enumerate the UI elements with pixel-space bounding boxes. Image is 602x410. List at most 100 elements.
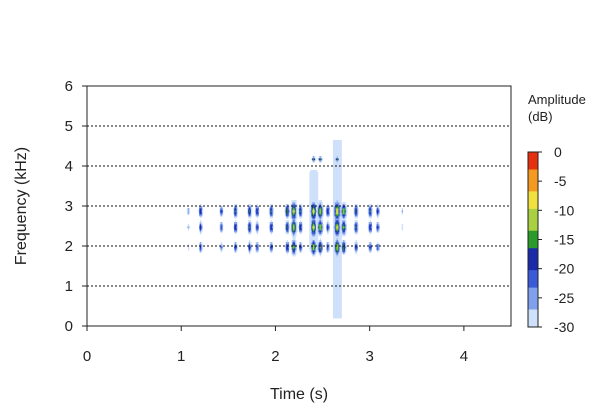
heat-cell: [316, 192, 319, 195]
heat-cell: [233, 242, 236, 245]
heat-cell: [257, 206, 259, 209]
heat-cell: [319, 222, 322, 225]
heat-cell: [333, 300, 336, 303]
heat-cell: [338, 246, 340, 249]
heat-cell: [315, 214, 317, 217]
heat-cell: [356, 208, 358, 211]
heat-cell: [370, 250, 372, 253]
heat-cell: [335, 258, 338, 261]
heat-cell: [355, 242, 357, 245]
heat-cell: [338, 278, 340, 281]
heat-cell: [355, 210, 357, 213]
heat-cell: [310, 220, 312, 223]
heat-cell: [257, 246, 259, 249]
heat-cell: [200, 222, 202, 225]
heat-cell: [337, 158, 339, 161]
heat-cell: [335, 202, 338, 205]
heat-cell: [318, 240, 321, 243]
heat-cell: [309, 188, 311, 191]
heat-cell: [313, 190, 315, 193]
heat-cell: [310, 210, 312, 213]
heat-cell: [299, 214, 302, 217]
heat-cell: [187, 212, 190, 215]
y-tick-label: 6: [65, 78, 73, 95]
heat-cell: [327, 248, 329, 251]
heat-cell: [314, 200, 316, 203]
heat-cell: [343, 210, 345, 213]
heat-cell: [299, 242, 302, 245]
heat-cell: [293, 202, 295, 205]
heat-cell: [293, 226, 295, 229]
heat-cell: [320, 210, 323, 213]
heat-cell: [310, 178, 312, 181]
heat-cell: [339, 240, 341, 243]
colorbar-segment: [528, 160, 538, 166]
heat-cell: [369, 206, 372, 209]
heat-cell: [354, 212, 356, 215]
heat-cell: [343, 252, 345, 255]
heat-cell: [334, 302, 337, 305]
heat-cell: [249, 214, 251, 217]
heat-cell: [335, 176, 338, 179]
colorbar-segment: [528, 191, 538, 197]
heat-cell: [311, 224, 313, 227]
heat-cell: [356, 210, 358, 213]
heat-cell: [338, 210, 340, 213]
heat-cell: [354, 230, 356, 233]
heat-cell: [292, 238, 294, 241]
heat-cell: [321, 210, 323, 213]
heat-cell: [300, 228, 303, 231]
heat-cell: [356, 226, 358, 229]
heat-cell: [317, 222, 320, 225]
heat-cell: [270, 246, 273, 249]
heat-cell: [320, 228, 323, 231]
heat-cell: [312, 190, 314, 193]
heat-cell: [309, 206, 311, 209]
heat-cell: [288, 224, 290, 227]
heat-cell: [337, 154, 339, 157]
heat-cell: [255, 246, 257, 249]
heat-cell: [312, 234, 314, 237]
heat-cell: [299, 228, 301, 231]
heat-cell: [318, 244, 321, 247]
heat-cell: [314, 242, 316, 245]
heat-cell: [333, 282, 336, 285]
heat-cell: [284, 208, 287, 211]
heat-cell: [293, 252, 295, 255]
heat-cell: [270, 208, 273, 211]
heat-cell: [291, 234, 293, 237]
heat-cell: [335, 290, 338, 293]
heat-cell: [371, 210, 373, 213]
heat-cell: [248, 242, 250, 245]
heat-cell: [339, 164, 341, 167]
heat-cell: [198, 210, 200, 213]
heat-cell: [340, 248, 342, 251]
heat-cell: [315, 240, 317, 243]
heat-cell: [335, 156, 338, 159]
heat-cell: [248, 216, 250, 219]
heat-cell: [294, 220, 296, 223]
heat-cell: [340, 238, 342, 241]
heat-cell: [201, 214, 203, 217]
heat-cell: [340, 266, 342, 269]
heat-cell: [334, 146, 337, 149]
heat-cell: [340, 150, 342, 153]
heat-cell: [309, 186, 311, 189]
heat-cell: [335, 264, 338, 267]
heat-cell: [340, 172, 342, 175]
heat-cell: [339, 226, 341, 229]
heat-cell: [336, 168, 339, 171]
heat-cell: [345, 208, 347, 211]
heat-cell: [314, 186, 316, 189]
heat-cell: [312, 206, 314, 209]
heat-cell: [271, 248, 274, 251]
heat-cell: [337, 290, 339, 293]
heat-cell: [336, 300, 339, 303]
heat-cell: [314, 182, 316, 185]
heat-cell: [271, 224, 274, 227]
heat-cell: [200, 244, 202, 247]
heat-cell: [234, 244, 237, 247]
heat-cell: [270, 224, 273, 227]
heat-cell: [337, 284, 339, 287]
heat-cell: [355, 206, 357, 209]
